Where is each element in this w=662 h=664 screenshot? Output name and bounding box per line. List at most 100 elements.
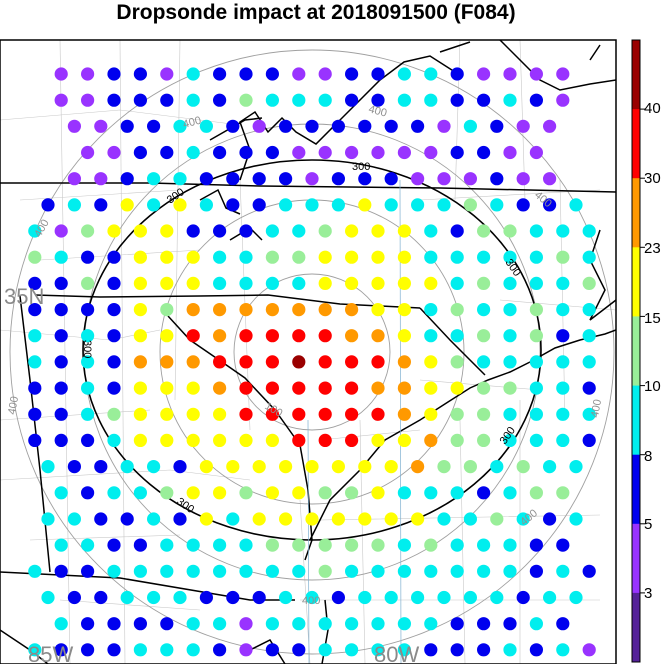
- impact-dot: [318, 276, 332, 290]
- impact-dot: [133, 355, 147, 369]
- impact-dot: [556, 381, 570, 395]
- impact-dot: [81, 381, 95, 395]
- impact-dot: [28, 564, 42, 578]
- impact-dot: [239, 250, 253, 264]
- impact-dot: [371, 145, 385, 160]
- impact-dot: [186, 643, 200, 657]
- impact-dot: [318, 93, 332, 107]
- impact-dot: [318, 433, 332, 447]
- impact-dot: [54, 538, 68, 552]
- impact-dot: [133, 617, 147, 631]
- impact-dot: [133, 538, 147, 552]
- impact-dot: [107, 145, 121, 160]
- impact-dot: [81, 67, 95, 81]
- impact-dot: [477, 276, 491, 290]
- impact-dot: [199, 119, 213, 133]
- map-frame: [0, 39, 617, 664]
- impact-dot: [279, 172, 293, 186]
- impact-dot: [133, 486, 147, 500]
- impact-dot: [345, 617, 359, 631]
- impact-dot: [54, 93, 68, 107]
- impact-dot: [226, 172, 240, 186]
- impact-dot: [54, 564, 68, 578]
- impact-dot: [345, 407, 359, 421]
- colorbar-swatch: [632, 316, 640, 386]
- impact-dot: [450, 433, 464, 447]
- impact-dot: [199, 460, 213, 474]
- impact-dot: [186, 564, 200, 578]
- impact-dot: [543, 172, 557, 186]
- impact-dot: [94, 172, 108, 186]
- impact-dot: [543, 119, 557, 133]
- impact-dot: [252, 512, 266, 526]
- impact-dot: [477, 407, 491, 421]
- impact-dot: [120, 512, 134, 526]
- impact-dot: [397, 224, 411, 238]
- impact-dot: [503, 407, 517, 421]
- impact-dot: [490, 460, 504, 474]
- impact-dot: [463, 460, 477, 474]
- impact-dot: [54, 355, 68, 369]
- impact-dot: [81, 486, 95, 500]
- impact-dot: [94, 198, 108, 212]
- impact-dot: [107, 224, 121, 238]
- impact-dot: [239, 329, 253, 343]
- impact-dot: [173, 172, 187, 186]
- impact-dot: [186, 250, 200, 264]
- impact-dot: [265, 617, 279, 631]
- impact-dot: [556, 407, 570, 421]
- impact-dot: [265, 486, 279, 500]
- impact-dot: [490, 172, 504, 186]
- impact-dot: [503, 276, 517, 290]
- impact-dot: [107, 381, 121, 395]
- contour-label: 400: [589, 398, 604, 418]
- impact-dot: [292, 643, 306, 657]
- impact-dot: [239, 93, 253, 107]
- contour-label: 400: [6, 395, 21, 415]
- impact-dot: [411, 460, 425, 474]
- impact-dot: [529, 407, 544, 421]
- impact-dot: [239, 381, 253, 395]
- impact-dot: [160, 433, 174, 447]
- impact-dot: [279, 198, 293, 212]
- impact-dot: [358, 172, 372, 186]
- impact-dot: [503, 538, 517, 552]
- impact-dot: [384, 460, 398, 474]
- impact-dot: [556, 538, 570, 552]
- impact-dot: [265, 355, 279, 369]
- impact-dot: [213, 643, 227, 657]
- impact-dot: [160, 486, 174, 500]
- impact-dot: [331, 172, 345, 186]
- contour-label: 400: [302, 595, 320, 607]
- impact-dot: [371, 617, 385, 631]
- impact-dot: [107, 433, 121, 447]
- impact-dot: [503, 433, 517, 447]
- impact-dot: [133, 564, 147, 578]
- impact-dot: [239, 407, 253, 421]
- impact-dot: [503, 224, 517, 238]
- impact-dot: [67, 512, 81, 526]
- impact-dot: [107, 486, 121, 500]
- colorbar-tick-label: 8: [644, 448, 652, 465]
- impact-dot: [411, 512, 425, 526]
- colorbar-swatch: [632, 592, 640, 663]
- impact-dots: [28, 67, 596, 657]
- impact-dot: [450, 67, 464, 81]
- impact-dot: [397, 145, 411, 160]
- impact-dot: [582, 303, 596, 317]
- impact-dot: [345, 381, 359, 395]
- impact-dot: [160, 93, 174, 107]
- impact-dot: [133, 145, 147, 160]
- impact-dot: [318, 250, 332, 264]
- impact-dot: [463, 119, 477, 133]
- impact-dot: [331, 512, 345, 526]
- impact-dot: [450, 617, 464, 631]
- impact-dot: [529, 381, 544, 395]
- impact-dot: [199, 172, 213, 186]
- impact-dot: [28, 407, 42, 421]
- impact-dot: [67, 460, 81, 474]
- impact-dot: [186, 67, 200, 81]
- impact-dot: [450, 538, 464, 552]
- impact-dot: [81, 329, 95, 343]
- impact-dot: [450, 145, 464, 160]
